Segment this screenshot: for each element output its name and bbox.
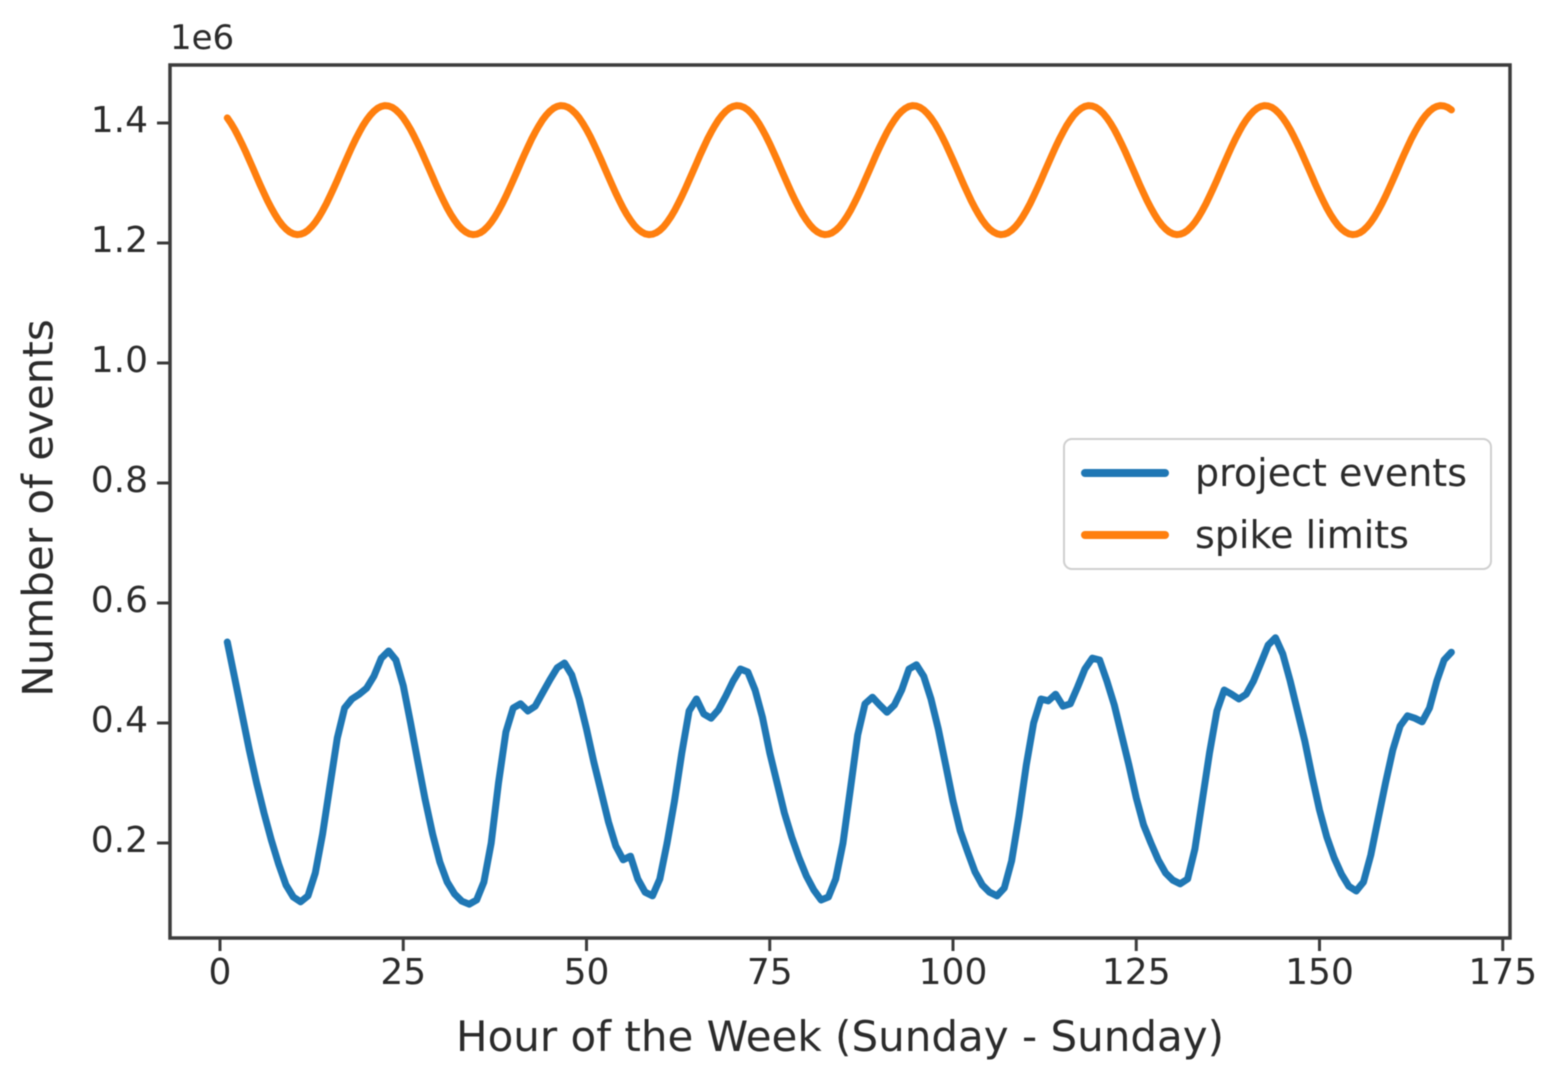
y-tick-label: 0.2: [90, 820, 148, 861]
x-tick-label: 25: [380, 952, 427, 993]
y-tick-label: 1.2: [90, 220, 148, 261]
legend-entry-spike-limits: spike limits: [1081, 513, 1474, 557]
x-axis-title: Hour of the Week (Sunday - Sunday): [456, 1012, 1224, 1061]
x-tick-label: 125: [1101, 952, 1171, 993]
series-lines: [223, 102, 1455, 908]
y-tick-label: 0.6: [90, 580, 148, 621]
x-tick-label: 175: [1468, 952, 1538, 993]
y-tick-label: 0.4: [90, 700, 148, 741]
y-axis-offset-label: 1e6: [170, 18, 235, 58]
x-tick-label: 75: [746, 952, 793, 993]
x-tick-label: 150: [1285, 952, 1354, 993]
legend-label-spike-limits: spike limits: [1195, 513, 1409, 557]
legend-entry-project-events: project events: [1081, 451, 1474, 495]
legend: project events spike limits: [1063, 438, 1492, 570]
y-tick-label: 1.4: [90, 100, 148, 141]
y-tick-label: 1.0: [90, 340, 148, 381]
tick-marks: [157, 121, 1505, 951]
y-tick-label: 0.8: [90, 460, 148, 501]
spike-limits-line: [223, 102, 1455, 239]
x-tick-label: 0: [208, 952, 232, 993]
project-events-line: [223, 634, 1455, 908]
x-tick-label: 50: [563, 952, 610, 993]
project-events-line-swatch: [1081, 469, 1169, 477]
plot-frame: [168, 63, 1512, 940]
spike-limits-line-swatch: [1081, 531, 1169, 539]
legend-label-project-events: project events: [1195, 451, 1467, 495]
x-tick-label: 100: [918, 952, 988, 993]
